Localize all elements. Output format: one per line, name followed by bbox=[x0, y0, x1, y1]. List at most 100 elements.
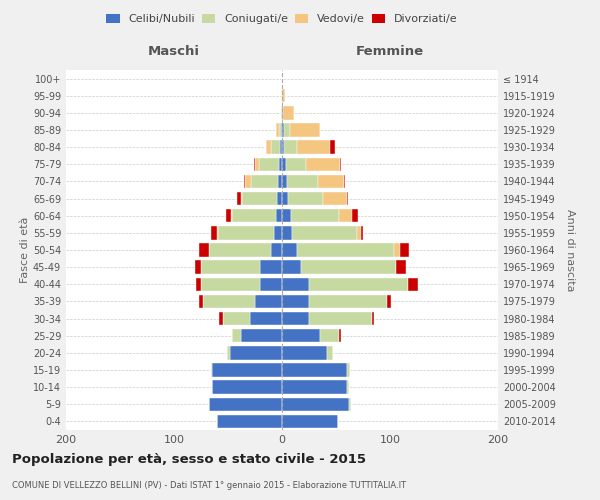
Bar bbox=[297, 140, 329, 154]
Bar bbox=[232, 209, 275, 222]
Bar bbox=[266, 140, 271, 154]
Bar bbox=[232, 329, 241, 342]
Bar bbox=[282, 106, 283, 120]
Bar bbox=[275, 209, 282, 222]
Text: COMUNE DI VELLEZZO BELLINI (PV) - Dati ISTAT 1° gennaio 2015 - Elaborazione TUTT: COMUNE DI VELLEZZO BELLINI (PV) - Dati I… bbox=[12, 480, 406, 490]
Bar bbox=[329, 140, 335, 154]
Text: Maschi: Maschi bbox=[148, 45, 200, 58]
Bar bbox=[231, 209, 232, 222]
Bar bbox=[250, 312, 282, 326]
Bar bbox=[371, 312, 374, 326]
Bar bbox=[280, 140, 282, 154]
Bar bbox=[282, 364, 347, 376]
Bar bbox=[282, 329, 320, 342]
Bar bbox=[236, 192, 241, 205]
Bar bbox=[196, 278, 201, 291]
Bar bbox=[282, 414, 338, 428]
Bar bbox=[255, 294, 282, 308]
Bar bbox=[259, 158, 279, 171]
Bar bbox=[220, 312, 223, 326]
Bar bbox=[309, 294, 387, 308]
Bar bbox=[282, 192, 289, 205]
Bar bbox=[317, 174, 344, 188]
Bar bbox=[275, 124, 279, 136]
Bar bbox=[199, 244, 209, 256]
Bar bbox=[306, 158, 340, 171]
Bar bbox=[242, 192, 277, 205]
Bar bbox=[387, 294, 391, 308]
Bar bbox=[282, 278, 309, 291]
Bar bbox=[394, 244, 400, 256]
Bar bbox=[352, 209, 358, 222]
Bar bbox=[320, 329, 339, 342]
Bar bbox=[217, 226, 218, 239]
Bar bbox=[282, 260, 301, 274]
Bar bbox=[282, 398, 349, 411]
Bar bbox=[290, 209, 339, 222]
Bar bbox=[217, 414, 282, 428]
Bar bbox=[283, 106, 294, 120]
Bar bbox=[209, 398, 282, 411]
Bar bbox=[301, 260, 397, 274]
Bar bbox=[282, 174, 287, 188]
Bar bbox=[279, 158, 282, 171]
Bar bbox=[347, 192, 348, 205]
Bar bbox=[323, 192, 347, 205]
Bar bbox=[282, 380, 347, 394]
Y-axis label: Fasce di età: Fasce di età bbox=[20, 217, 30, 283]
Bar bbox=[251, 174, 278, 188]
Bar bbox=[286, 158, 306, 171]
Bar bbox=[226, 209, 231, 222]
Bar bbox=[356, 226, 361, 239]
Bar bbox=[201, 278, 260, 291]
Bar bbox=[271, 244, 282, 256]
Bar bbox=[282, 158, 286, 171]
Bar bbox=[278, 174, 282, 188]
Bar bbox=[244, 174, 245, 188]
Bar bbox=[223, 312, 250, 326]
Bar bbox=[212, 364, 282, 376]
Bar bbox=[290, 124, 320, 136]
Bar bbox=[409, 278, 418, 291]
Bar bbox=[281, 106, 282, 120]
Text: Femmine: Femmine bbox=[356, 45, 424, 58]
Bar bbox=[282, 124, 284, 136]
Bar bbox=[241, 192, 242, 205]
Bar bbox=[279, 124, 281, 136]
Bar bbox=[201, 260, 260, 274]
Bar bbox=[282, 294, 309, 308]
Bar bbox=[339, 329, 341, 342]
Bar bbox=[209, 244, 271, 256]
Bar bbox=[340, 158, 341, 171]
Bar bbox=[218, 226, 274, 239]
Bar bbox=[211, 364, 212, 376]
Bar bbox=[309, 312, 371, 326]
Bar bbox=[400, 244, 409, 256]
Bar bbox=[227, 346, 230, 360]
Bar bbox=[282, 346, 328, 360]
Bar bbox=[309, 278, 409, 291]
Y-axis label: Anni di nascita: Anni di nascita bbox=[565, 209, 575, 291]
Bar bbox=[230, 346, 282, 360]
Bar bbox=[282, 89, 285, 102]
Bar bbox=[211, 226, 217, 239]
Bar bbox=[347, 364, 350, 376]
Bar bbox=[284, 140, 297, 154]
Bar bbox=[282, 312, 309, 326]
Bar bbox=[282, 209, 290, 222]
Bar bbox=[271, 140, 280, 154]
Bar bbox=[245, 174, 251, 188]
Bar bbox=[328, 346, 333, 360]
Bar bbox=[292, 226, 356, 239]
Bar bbox=[212, 380, 282, 394]
Bar bbox=[349, 398, 351, 411]
Bar bbox=[347, 380, 349, 394]
Bar bbox=[241, 329, 282, 342]
Bar bbox=[254, 158, 255, 171]
Bar bbox=[281, 124, 282, 136]
Bar bbox=[287, 174, 317, 188]
Bar bbox=[203, 294, 255, 308]
Bar bbox=[260, 278, 282, 291]
Legend: Celibi/Nubili, Coniugati/e, Vedovi/e, Divorziati/e: Celibi/Nubili, Coniugati/e, Vedovi/e, Di… bbox=[103, 10, 461, 28]
Bar bbox=[255, 158, 259, 171]
